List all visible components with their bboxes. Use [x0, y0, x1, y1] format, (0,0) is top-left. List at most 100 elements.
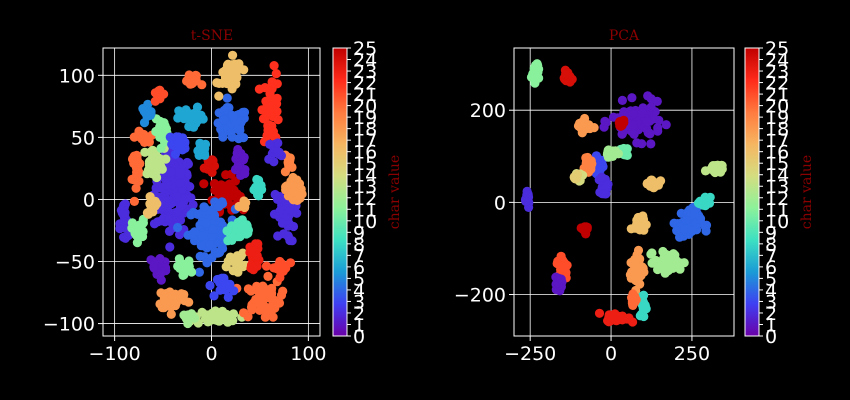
scatter-point: [687, 225, 697, 235]
scatter-point: [218, 132, 228, 142]
scatter-point: [700, 221, 710, 231]
scatter-point: [175, 169, 185, 179]
scatter-point: [281, 182, 291, 192]
colorbar-tick-label: 4: [765, 280, 777, 302]
pca-y-ticks: −200 0 200: [454, 100, 514, 307]
colorbar-tick-label: 23: [765, 61, 789, 83]
scatter-point: [254, 191, 264, 201]
scatter-point: [268, 78, 278, 88]
scatter-point: [533, 60, 543, 71]
colorbar-tick-label: 22: [353, 73, 377, 95]
scatter-point: [236, 116, 247, 126]
colorbar-tick-label: 8: [765, 234, 777, 256]
scatter-point: [269, 61, 279, 71]
scatter-point: [238, 133, 249, 143]
scatter-point: [280, 167, 290, 177]
scatter-point: [600, 116, 610, 126]
scatter-point: [165, 132, 175, 142]
scatter-point: [187, 78, 197, 88]
scatter-point: [239, 199, 249, 209]
tsne-y-ticks: −100 −50 0 50 100: [43, 65, 103, 336]
colorbar-tick-label: 22: [765, 73, 789, 95]
colorbar-tick-label: 3: [765, 291, 777, 313]
scatter-point: [147, 162, 158, 172]
scatter-point: [183, 310, 193, 320]
scatter-point: [212, 274, 222, 285]
scatter-point: [556, 274, 566, 284]
scatter-point: [633, 273, 643, 283]
colorbar-tick-label: 23: [353, 61, 377, 83]
scatter-point: [285, 205, 295, 215]
scatter-point: [570, 172, 580, 182]
y-tick-label: 200: [470, 100, 506, 122]
colorbar-tick-label: 24: [765, 50, 789, 72]
scatter-point: [672, 226, 682, 236]
tsne-colorbar: 0123456789101112131415161718192021222324…: [332, 38, 403, 348]
scatter-point: [270, 189, 280, 200]
scatter-point: [149, 258, 159, 268]
scatter-point: [173, 113, 183, 123]
scatter-point: [199, 179, 209, 189]
tsne-x-ticks: −100 0 100: [89, 336, 327, 365]
scatter-point: [182, 169, 192, 179]
scatter-point: [166, 309, 176, 319]
colorbar-tick-label: 11: [353, 199, 377, 221]
pca-points: [520, 59, 727, 327]
scatter-point: [215, 315, 225, 326]
scatter-point: [219, 115, 229, 125]
scatter-point: [561, 69, 571, 79]
scatter-point: [628, 109, 638, 119]
scatter-point: [627, 93, 637, 103]
scatter-point: [228, 111, 238, 121]
scatter-point: [265, 139, 275, 149]
colorbar-tick-label: 2: [765, 303, 777, 325]
scatter-point: [223, 292, 233, 302]
scatter-point: [172, 192, 182, 202]
colorbar-tick-label: 25: [353, 38, 377, 60]
scatter-point: [268, 312, 278, 322]
scatter-point: [229, 286, 239, 296]
scatter-point: [561, 268, 571, 278]
tsne-colorbar-gradient: [332, 47, 348, 337]
scatter-point: [129, 175, 139, 185]
pca-colorbar: 0123456789101112131415161718192021222324…: [744, 38, 815, 348]
scatter-point: [165, 242, 175, 252]
scatter-point: [258, 293, 268, 303]
scatter-point: [209, 179, 220, 189]
scatter-point: [637, 139, 647, 149]
x-tick-label: 250: [674, 343, 710, 365]
scatter-point: [161, 154, 171, 164]
scatter-point: [231, 252, 241, 262]
scatter-point: [249, 298, 259, 308]
scatter-point: [642, 117, 652, 127]
pca-colorbar-gradient: [744, 47, 760, 337]
scatter-point: [228, 50, 238, 60]
scatter-point: [134, 132, 145, 142]
scatter-point: [232, 148, 242, 158]
scatter-point: [273, 147, 283, 157]
scatter-point: [238, 155, 249, 165]
scatter-point: [644, 128, 654, 138]
scatter-point: [183, 108, 193, 118]
scatter-point: [630, 297, 640, 307]
scatter-point: [603, 145, 613, 156]
colorbar-tick-label: 10: [765, 211, 789, 233]
scatter-point: [160, 196, 170, 206]
scatter-point: [276, 290, 287, 300]
scatter-point: [197, 307, 207, 317]
scatter-point: [272, 93, 282, 103]
scatter-point: [178, 262, 188, 273]
scatter-point: [238, 107, 248, 117]
scatter-point: [129, 196, 139, 206]
scatter-point: [221, 170, 231, 180]
pca-title: PCA: [609, 28, 640, 44]
scatter-point: [200, 150, 210, 160]
scatter-point: [259, 303, 269, 313]
x-tick-label: −250: [504, 343, 556, 365]
scatter-point: [597, 172, 607, 182]
pca-axes-frame: [513, 47, 735, 337]
scatter-point: [193, 209, 203, 219]
scatter-point: [175, 178, 185, 188]
colorbar-tick-label: 16: [765, 142, 789, 164]
